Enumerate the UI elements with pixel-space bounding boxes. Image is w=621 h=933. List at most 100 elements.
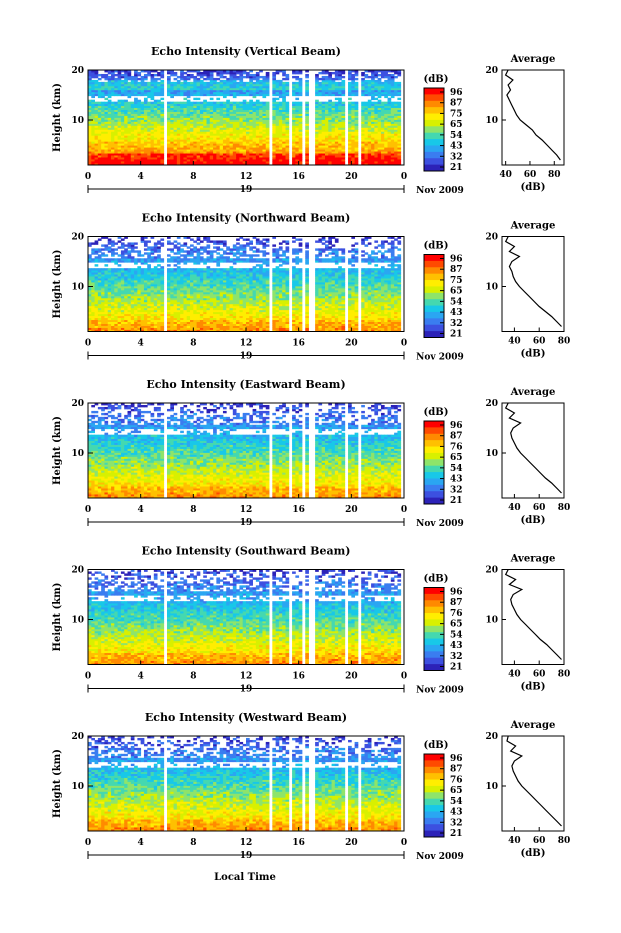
date-month-label: Nov 2009 — [416, 686, 464, 696]
average-x-axis-label: (dB) — [521, 515, 546, 526]
colorbar-swatch — [424, 767, 444, 774]
average-frame — [502, 70, 564, 165]
colorbar-tick-label: 43 — [450, 475, 463, 485]
y-tick-label: 20 — [71, 732, 84, 742]
colorbar-tick-label: 96 — [450, 754, 463, 764]
average-y-tick-label: 10 — [485, 116, 498, 126]
colorbar-swatch — [424, 805, 444, 812]
y-tick-label: 10 — [71, 449, 84, 459]
colorbar-tick-label: 65 — [450, 120, 463, 130]
average-x-axis-label: (dB) — [521, 682, 546, 693]
x-tick-label: 8 — [190, 505, 196, 515]
colorbar-tick-label: 96 — [450, 255, 463, 265]
average-x-tick-label: 60 — [533, 836, 546, 846]
colorbar-swatch — [424, 94, 444, 101]
colorbar-swatch — [424, 466, 444, 473]
date-month-label: Nov 2009 — [416, 852, 464, 862]
panel-title: Echo Intensity (Southward Beam) — [142, 545, 351, 558]
average-title: Average — [510, 221, 556, 232]
average-x-tick-label: 40 — [508, 337, 521, 347]
colorbar-swatch — [424, 165, 444, 172]
y-tick-label: 10 — [71, 616, 84, 626]
colorbar-swatch — [424, 286, 444, 293]
average-x-tick-label: 60 — [524, 170, 537, 180]
colorbar-swatch — [424, 88, 444, 95]
x-tick-label: 0 — [401, 838, 407, 848]
colorbar-tick-label: 87 — [450, 432, 463, 442]
x-tick-label: 20 — [345, 672, 358, 682]
heatmap-cells — [88, 70, 401, 165]
x-tick-label: 16 — [292, 172, 305, 182]
colorbar-swatch — [424, 434, 444, 441]
x-tick-label: 8 — [190, 838, 196, 848]
x-tick-label: 12 — [240, 838, 253, 848]
date-month-label: Nov 2009 — [416, 519, 464, 529]
colorbar-swatch — [424, 267, 444, 274]
colorbar-swatch — [424, 126, 444, 133]
panel-title: Echo Intensity (Eastward Beam) — [146, 378, 345, 391]
average-y-tick-label: 10 — [485, 449, 498, 459]
colorbar-swatch — [424, 331, 444, 338]
x-tick-label: 0 — [401, 172, 407, 182]
average-title: Average — [510, 720, 556, 731]
average-x-tick-label: 80 — [558, 670, 571, 680]
x-tick-label: 12 — [240, 172, 253, 182]
colorbar-tick-label: 75 — [450, 276, 463, 286]
colorbar-tick-label: 32 — [450, 319, 463, 329]
colorbar-tick-label: 54 — [450, 797, 463, 807]
colorbar-tick-label: 87 — [450, 598, 463, 608]
x-tick-label: 20 — [345, 505, 358, 515]
y-axis-label: Height (km) — [52, 583, 63, 652]
colorbar-tick-label: 87 — [450, 99, 463, 109]
colorbar-tick-label: 54 — [450, 131, 463, 141]
colorbar-swatch — [424, 491, 444, 498]
x-tick-label: 0 — [401, 505, 407, 515]
colorbar-swatch — [424, 114, 444, 121]
colorbar-tick-label: 21 — [450, 829, 463, 839]
colorbar-swatch — [424, 101, 444, 108]
colorbar-swatch — [424, 786, 444, 793]
x-tick-label: 8 — [190, 672, 196, 682]
average-y-tick-label: 10 — [485, 616, 498, 626]
y-axis-label: Height (km) — [52, 749, 63, 818]
panel-1: Echo Intensity (Vertical Beam)2010Height… — [52, 45, 564, 196]
colorbar-swatch — [424, 639, 444, 646]
colorbar-swatch — [424, 306, 444, 313]
colorbar-tick-label: 21 — [450, 496, 463, 506]
colorbar-swatch — [424, 632, 444, 639]
panel-2: Echo Intensity (Northward Beam)2010Heigh… — [52, 212, 570, 363]
x-tick-label: 0 — [85, 505, 91, 515]
colorbar-swatch — [424, 312, 444, 319]
date-month-label: Nov 2009 — [416, 186, 464, 196]
colorbar-swatch — [424, 824, 444, 831]
colorbar-swatch — [424, 427, 444, 434]
colorbar-swatch — [424, 588, 444, 595]
colorbar-tick-label: 32 — [450, 485, 463, 495]
colorbar-tick-label: 32 — [450, 652, 463, 662]
colorbar-tick-label: 65 — [450, 620, 463, 630]
colorbar-tick-label: 75 — [450, 109, 463, 119]
x-tick-label: 8 — [190, 339, 196, 349]
colorbar-tick-label: 54 — [450, 630, 463, 640]
colorbar-swatch — [424, 255, 444, 262]
average-x-tick-label: 60 — [533, 503, 546, 513]
colorbar-swatch — [424, 600, 444, 607]
colorbar-swatch — [424, 120, 444, 127]
x-tick-label: 0 — [85, 172, 91, 182]
colorbar-swatch — [424, 299, 444, 306]
x-tick-label: 20 — [345, 172, 358, 182]
heatmap-cells — [88, 403, 401, 498]
colorbar-swatch — [424, 658, 444, 665]
colorbar-swatch — [424, 760, 444, 767]
average-x-tick-label: 40 — [508, 836, 521, 846]
colorbar-tick-label: 87 — [450, 765, 463, 775]
colorbar-tick-label: 54 — [450, 464, 463, 474]
colorbar-tick-label: 43 — [450, 808, 463, 818]
y-tick-label: 20 — [71, 233, 84, 243]
colorbar-tick-label: 21 — [450, 663, 463, 673]
average-y-tick-label: 20 — [485, 732, 498, 742]
colorbar-swatch — [424, 651, 444, 658]
colorbar-swatch — [424, 325, 444, 332]
average-x-tick-label: 80 — [558, 836, 571, 846]
